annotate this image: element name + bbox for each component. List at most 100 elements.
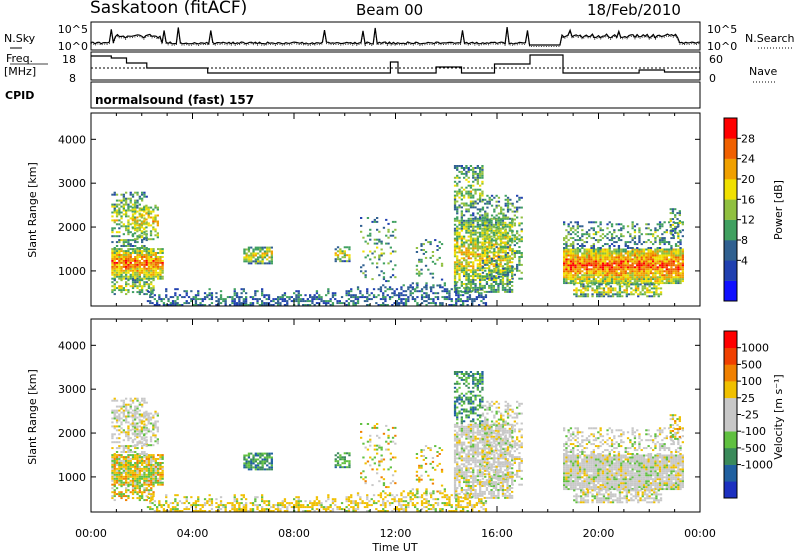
- power-cell: [416, 282, 419, 285]
- power-cell: [434, 292, 437, 295]
- power-cell: [506, 283, 509, 285]
- power-cell: [598, 291, 601, 294]
- power-cell: [222, 298, 225, 301]
- power-cell: [165, 294, 168, 297]
- power-cell: [488, 250, 491, 253]
- power-cell: [610, 272, 614, 275]
- power-cell: [488, 259, 491, 262]
- power-cell: [610, 233, 614, 236]
- power-cell: [674, 243, 678, 246]
- power-cell: [583, 276, 586, 279]
- velocity-cell: [111, 421, 114, 424]
- power-cell: [460, 265, 463, 268]
- power-cell: [661, 233, 664, 236]
- power-cell: [425, 304, 428, 306]
- power-cell: [233, 300, 236, 303]
- power-cell: [679, 272, 682, 275]
- power-cell: [122, 265, 125, 268]
- power-cell: [574, 262, 577, 265]
- velocity-cell: [145, 440, 148, 443]
- power-cell: [152, 259, 155, 262]
- power-cell: [647, 250, 650, 253]
- velocity-cell: [266, 456, 269, 459]
- power-cell: [150, 265, 153, 268]
- power-cell: [495, 232, 498, 235]
- power-cell: [233, 292, 236, 295]
- power-cell: [113, 283, 116, 286]
- power-cell: [136, 291, 139, 294]
- power-cell: [376, 238, 379, 241]
- velocity-cell: [156, 426, 159, 429]
- power-cell: [509, 244, 512, 247]
- power-cell: [469, 192, 473, 195]
- power-cell: [646, 283, 649, 286]
- power-cell: [152, 279, 155, 282]
- power-cell: [649, 247, 653, 249]
- power-cell: [407, 286, 410, 289]
- power-cell: [113, 293, 116, 296]
- power-cell: [642, 282, 646, 285]
- power-cell: [111, 273, 114, 276]
- power-cell: [606, 256, 609, 259]
- power-cell: [655, 285, 658, 288]
- power-cell: [608, 260, 611, 263]
- power-cell: [120, 267, 123, 270]
- power-cell: [574, 229, 577, 232]
- velocity-cell: [156, 430, 159, 433]
- power-cell: [617, 278, 621, 281]
- power-cell: [681, 280, 684, 283]
- power-cell: [677, 270, 680, 273]
- velocity-cell: [145, 418, 148, 421]
- power-cell: [136, 256, 139, 258]
- power-cell: [633, 252, 637, 255]
- power-cell: [645, 258, 648, 261]
- power-cell: [210, 298, 214, 301]
- power-cell: [145, 252, 148, 254]
- power-cell: [467, 251, 470, 254]
- velocity-cell: [129, 475, 132, 478]
- power-cell: [608, 276, 611, 279]
- power-cell: [583, 256, 586, 259]
- power-cell: [640, 268, 643, 271]
- power-cell: [125, 283, 128, 286]
- power-cell: [677, 272, 680, 275]
- power-cell: [610, 223, 614, 226]
- power-cell: [138, 219, 141, 222]
- power-cell: [113, 221, 116, 224]
- power-cell: [495, 275, 498, 278]
- velocity-cell: [261, 454, 264, 457]
- power-cell: [456, 241, 459, 244]
- velocity-cell: [115, 471, 119, 474]
- power-cell: [136, 263, 139, 266]
- velocity-cell: [113, 433, 116, 436]
- power-cell: [649, 241, 653, 244]
- power-cell: [152, 210, 155, 213]
- power-cell: [125, 269, 128, 272]
- power-cell: [661, 239, 664, 242]
- velocity-cell: [152, 426, 155, 429]
- power-cell: [597, 241, 600, 244]
- power-cell: [156, 234, 159, 237]
- power-cell: [439, 286, 442, 289]
- power-cell: [630, 293, 633, 296]
- power-cell: [341, 260, 344, 263]
- velocity-cell: [154, 464, 157, 466]
- power-cell: [656, 235, 659, 238]
- power-cell: [594, 254, 598, 257]
- power-cell: [384, 296, 387, 299]
- power-cell: [458, 249, 461, 252]
- power-cell: [567, 250, 570, 253]
- velocity-cell: [159, 481, 162, 484]
- power-cell: [504, 269, 507, 272]
- power-cell: [131, 250, 135, 253]
- power-cell: [677, 250, 680, 253]
- power-cell: [567, 264, 570, 267]
- power-cell: [656, 260, 659, 263]
- power-cell: [504, 223, 507, 226]
- power-cell: [501, 257, 505, 260]
- power-cell: [327, 290, 330, 293]
- power-cell: [125, 273, 128, 276]
- power-cell: [502, 242, 505, 245]
- power-cell: [331, 304, 335, 306]
- power-cell: [579, 239, 582, 242]
